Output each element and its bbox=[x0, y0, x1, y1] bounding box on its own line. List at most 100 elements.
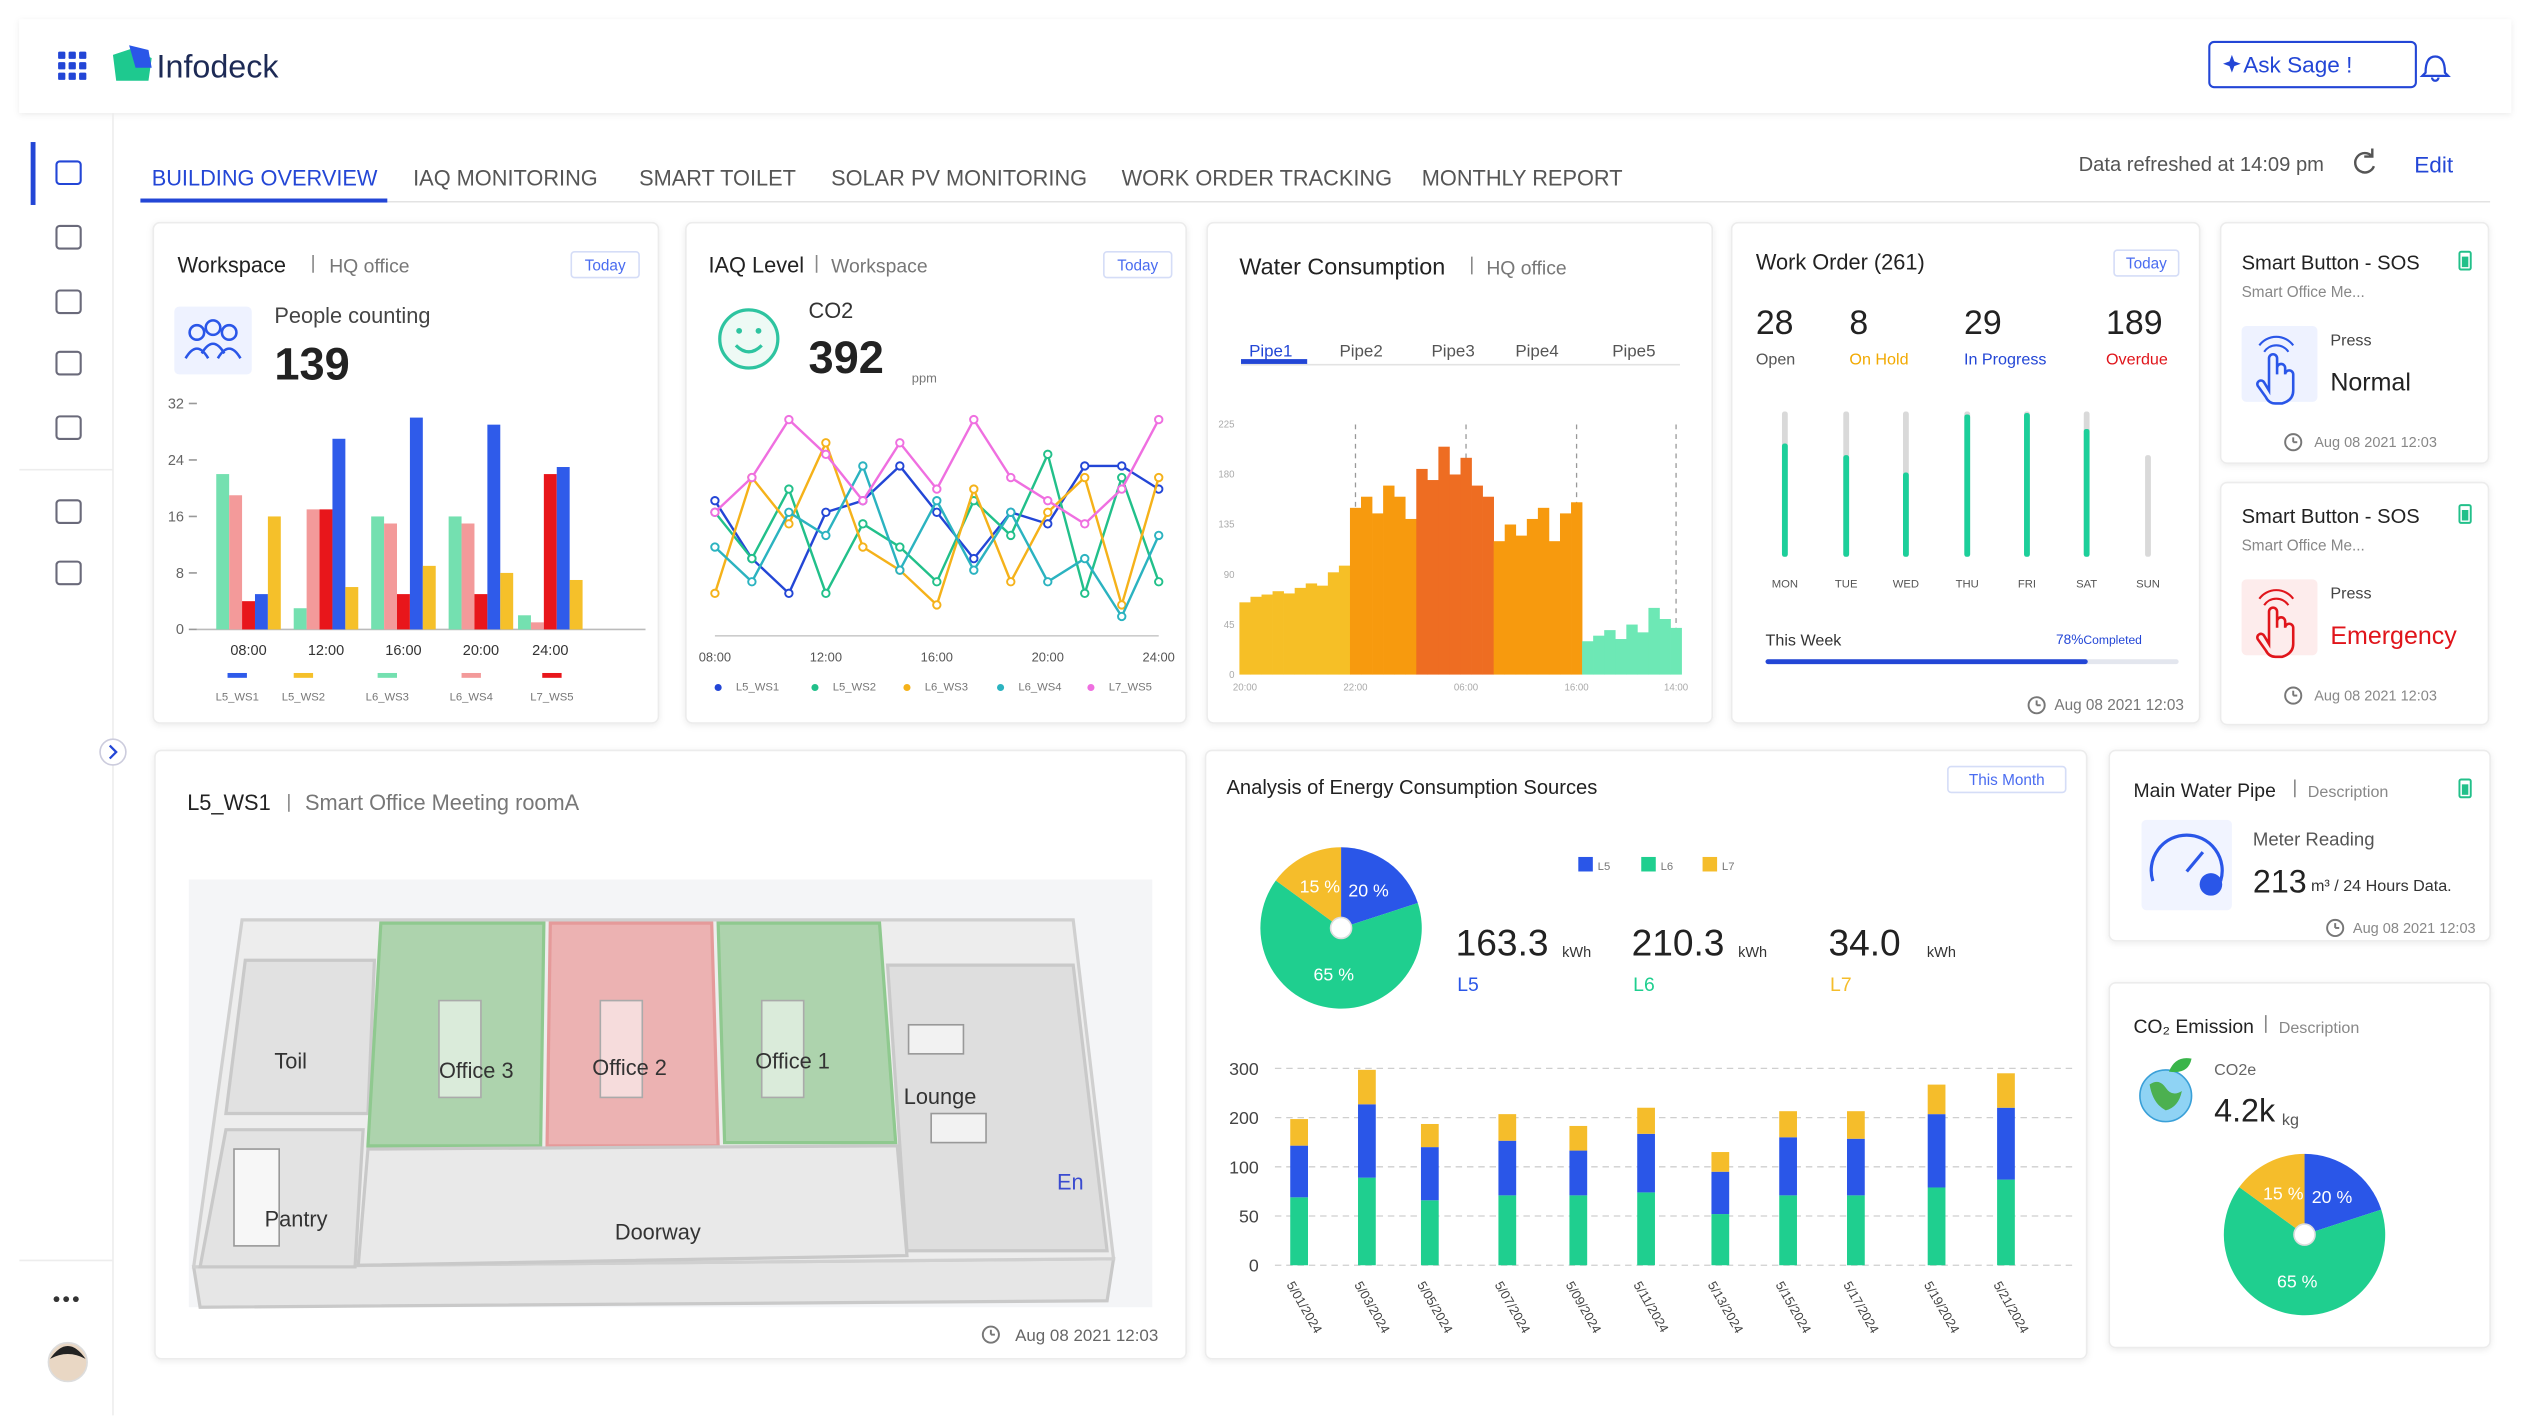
smiley-eye bbox=[736, 327, 743, 334]
bar bbox=[1559, 513, 1572, 675]
card-title: Water Consumption bbox=[1239, 253, 1445, 279]
bar bbox=[1493, 541, 1506, 675]
bar-segment bbox=[1927, 1187, 1946, 1266]
legend-label: L6_WS3 bbox=[366, 691, 409, 703]
ask-sage-button[interactable] bbox=[2208, 40, 2417, 89]
bar bbox=[371, 516, 385, 630]
x-tick-label: WED bbox=[1893, 578, 1919, 590]
bar-segment bbox=[1779, 1195, 1797, 1266]
badge-text: Today bbox=[2126, 256, 2167, 273]
tab[interactable]: BUILDING OVERVIEW bbox=[152, 166, 378, 191]
bar bbox=[293, 608, 307, 630]
timestamp: Aug 08 2021 12:03 bbox=[2314, 688, 2437, 704]
card-subtitle: Description bbox=[2308, 783, 2389, 801]
bar-segment bbox=[1927, 1084, 1946, 1115]
point bbox=[1080, 588, 1090, 599]
y-tick-label: 100 bbox=[1229, 1157, 1259, 1177]
point bbox=[895, 461, 905, 471]
bar-segment bbox=[1498, 1140, 1517, 1196]
pipe-tab[interactable]: Pipe5 bbox=[1612, 342, 1655, 361]
co2-label: CO2e bbox=[2214, 1061, 2256, 1079]
legend-label: L5_WS2 bbox=[833, 682, 876, 694]
collapse-button[interactable] bbox=[99, 738, 127, 766]
bar bbox=[474, 594, 488, 630]
sidebar-icon[interactable] bbox=[55, 160, 82, 186]
meter-label: Meter Reading bbox=[2253, 829, 2375, 850]
smiley-icon bbox=[718, 308, 780, 370]
room-label: Office 3 bbox=[439, 1058, 514, 1083]
co2-unit: kg bbox=[2282, 1111, 2299, 1129]
progress-suffix: Completed bbox=[2083, 633, 2142, 647]
point bbox=[1006, 507, 1016, 517]
sidebar-icon[interactable] bbox=[55, 224, 82, 250]
co2-value: 4.2k bbox=[2214, 1093, 2276, 1129]
pipe-tab[interactable]: Pipe1 bbox=[1249, 342, 1292, 361]
bar-segment bbox=[1290, 1119, 1308, 1146]
progress-label: This Week bbox=[1766, 632, 1843, 650]
bar bbox=[448, 516, 462, 630]
energy-source: L6 bbox=[1633, 974, 1655, 996]
bar bbox=[518, 615, 531, 630]
point bbox=[932, 496, 942, 506]
progress-fill bbox=[1765, 659, 2088, 665]
ask-sage-label: Ask Sage ! bbox=[2243, 53, 2352, 78]
energy-source: L5 bbox=[1457, 974, 1479, 996]
point bbox=[1080, 519, 1090, 529]
bar-segment bbox=[1711, 1214, 1730, 1266]
window-panel bbox=[233, 1148, 280, 1247]
sidebar-icon[interactable] bbox=[55, 415, 82, 441]
bar bbox=[1261, 594, 1273, 675]
card bbox=[2219, 481, 2490, 726]
card-subtitle: Workspace bbox=[831, 256, 927, 278]
room-label: Toil bbox=[274, 1048, 307, 1073]
point bbox=[710, 496, 720, 506]
point bbox=[932, 577, 942, 587]
pipe-tab[interactable]: Pipe3 bbox=[1431, 342, 1474, 361]
tab[interactable]: SOLAR PV MONITORING bbox=[831, 166, 1087, 191]
tab[interactable]: SMART TOILET bbox=[639, 166, 796, 191]
hand-waves bbox=[2258, 335, 2295, 353]
room-label: Lounge bbox=[904, 1084, 977, 1109]
sidebar-icon[interactable] bbox=[55, 350, 82, 376]
pipe-tab[interactable]: Pipe4 bbox=[1515, 342, 1558, 361]
tab[interactable]: WORK ORDER TRACKING bbox=[1122, 166, 1392, 191]
bar-segment bbox=[1997, 1073, 2015, 1108]
point bbox=[895, 542, 905, 552]
bar bbox=[1526, 518, 1539, 675]
pipe-underline bbox=[1241, 359, 1308, 364]
bar bbox=[1272, 591, 1284, 675]
pipe-tab[interactable]: Pipe2 bbox=[1339, 342, 1382, 361]
bar bbox=[1305, 583, 1318, 675]
bar bbox=[1648, 607, 1660, 675]
bar-segment bbox=[1779, 1111, 1797, 1138]
bar-segment bbox=[1420, 1147, 1439, 1201]
tab-underline bbox=[140, 198, 388, 203]
tab[interactable]: IAQ MONITORING bbox=[413, 166, 598, 191]
edit-link[interactable]: Edit bbox=[2414, 153, 2454, 178]
legend-dot bbox=[997, 683, 1005, 692]
pie-label: 15 % bbox=[1300, 877, 1341, 897]
people-icon-head bbox=[204, 319, 222, 337]
bar bbox=[1361, 496, 1373, 675]
tab[interactable]: MONTHLY REPORT bbox=[1422, 166, 1623, 191]
point bbox=[1043, 519, 1053, 529]
point bbox=[747, 577, 757, 587]
bar-segment bbox=[1569, 1125, 1588, 1151]
point bbox=[747, 553, 757, 564]
hand-waves bbox=[2258, 589, 2295, 606]
card-subtitle: Smart Office Me... bbox=[2242, 284, 2365, 301]
bar-segment bbox=[1847, 1138, 1865, 1196]
bar bbox=[254, 594, 268, 630]
meter-value: 213 bbox=[2253, 863, 2307, 899]
sidebar-icon[interactable] bbox=[55, 289, 82, 315]
sidebar-icon[interactable] bbox=[55, 560, 82, 586]
y-tick-label: 0 bbox=[176, 622, 184, 638]
sparkle-icon bbox=[2223, 54, 2241, 73]
y-tick-label: 16 bbox=[168, 509, 184, 525]
timestamp: Aug 08 2021 12:03 bbox=[2054, 697, 2184, 714]
sidebar-icon[interactable] bbox=[55, 499, 82, 524]
bar-segment bbox=[1420, 1200, 1439, 1266]
bar-segment bbox=[1290, 1145, 1308, 1198]
x-tick-label: TUE bbox=[1835, 578, 1858, 590]
sofa bbox=[930, 1112, 987, 1144]
